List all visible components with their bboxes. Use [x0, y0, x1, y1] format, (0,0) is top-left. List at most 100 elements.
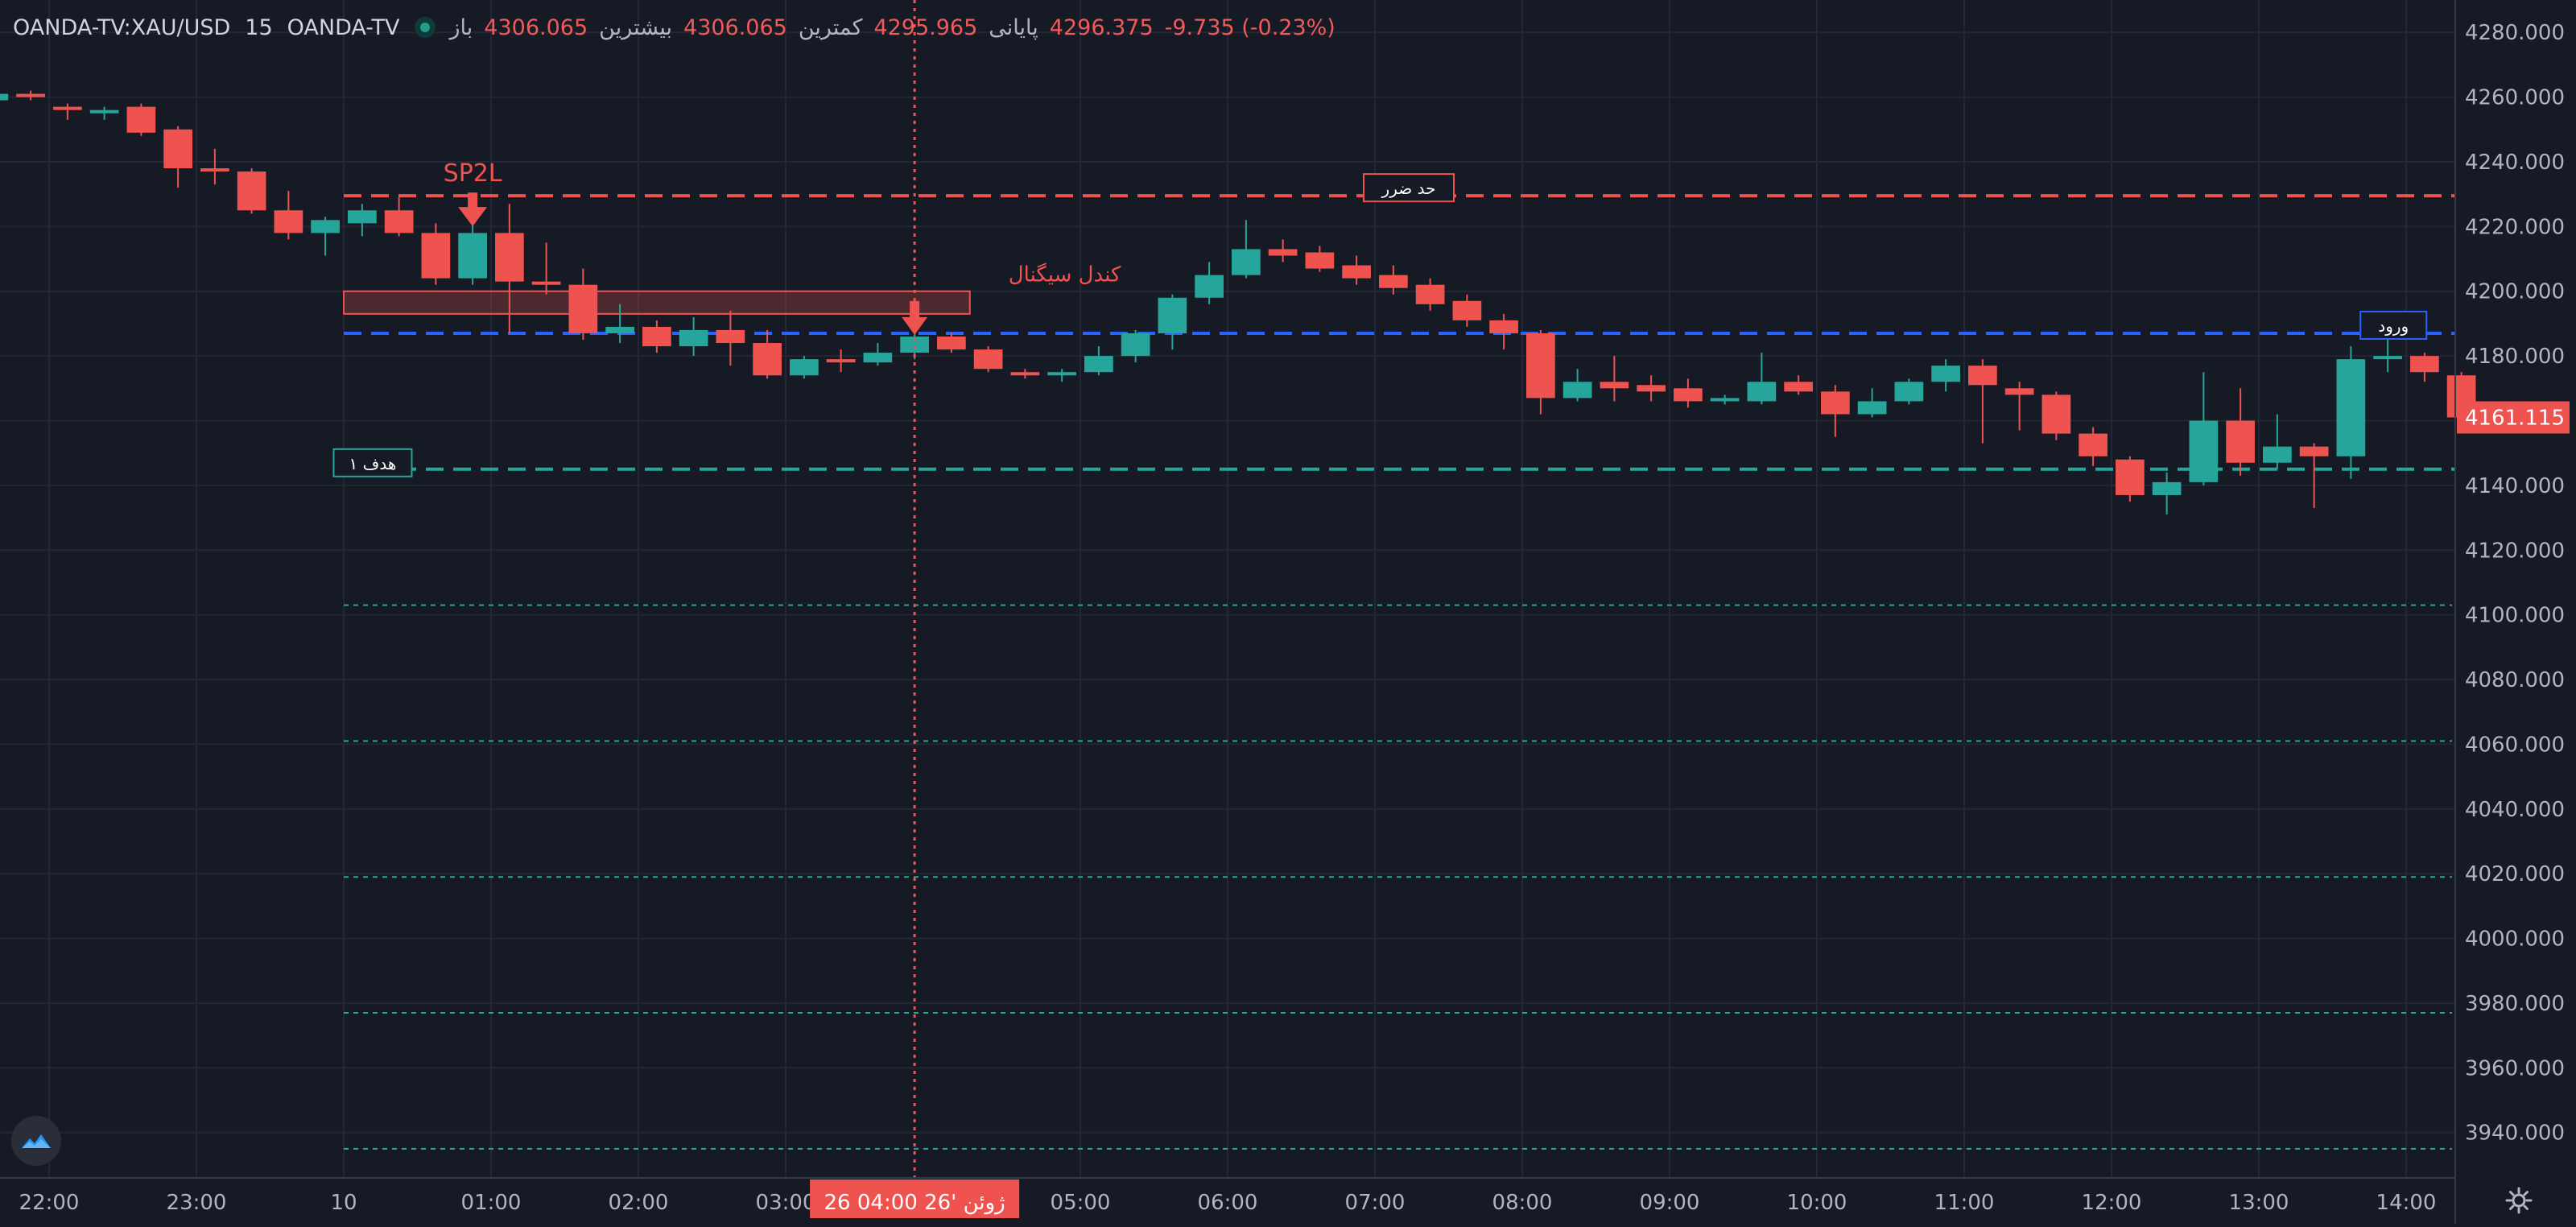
- candle: [2299, 443, 2329, 509]
- candle-body: [2004, 388, 2034, 395]
- time-tick-label: 01:00: [461, 1191, 522, 1215]
- interval-label[interactable]: 15: [245, 14, 273, 40]
- candle-body: [568, 284, 598, 333]
- entry-label: ورود: [2359, 310, 2428, 340]
- low-label: کمترین: [798, 14, 863, 40]
- time-tick-label: 08:00: [1492, 1191, 1553, 1215]
- candle: [790, 356, 819, 379]
- high-label: بیشترین: [599, 14, 673, 40]
- candle-body: [1931, 366, 1960, 382]
- time-tick-label: 11:00: [1934, 1191, 1995, 1215]
- time-tick-label: 02:00: [609, 1191, 669, 1215]
- candle-body: [1526, 333, 1555, 399]
- settings-gear-icon[interactable]: [2505, 1187, 2533, 1214]
- price-tick-label: 4080.000: [2465, 668, 2565, 692]
- candle-body: [1342, 265, 1371, 279]
- candle-body: [900, 337, 929, 353]
- candle: [1415, 278, 1445, 311]
- candle: [2041, 391, 2071, 440]
- candle: [1747, 353, 1777, 405]
- time-tick-label: 03:00: [756, 1191, 816, 1215]
- change-value: -9.735 (-0.23%): [1164, 14, 1335, 40]
- candle-body: [2263, 446, 2292, 463]
- candle: [1195, 262, 1224, 304]
- candle: [1305, 246, 1335, 272]
- candle: [384, 197, 414, 237]
- candle: [1600, 356, 1629, 402]
- price-tick-label: 4040.000: [2465, 798, 2565, 822]
- candle: [2004, 382, 2034, 431]
- candle-body: [2226, 420, 2255, 463]
- candle: [568, 268, 598, 341]
- price-tick-label: 4280.000: [2465, 21, 2565, 45]
- candle-body: [1084, 356, 1113, 373]
- time-tick-label: 06:00: [1198, 1191, 1258, 1215]
- candle: [126, 103, 156, 136]
- candle-body: [679, 329, 708, 347]
- candle: [1526, 329, 1555, 415]
- candle: [1968, 359, 1997, 444]
- market-status-icon[interactable]: [414, 17, 436, 38]
- high-value: 4306.065: [683, 14, 787, 40]
- last-price-text: 4161.115: [2465, 406, 2565, 430]
- candle-body: [421, 233, 451, 279]
- candle-body: [826, 359, 856, 363]
- candle: [1857, 388, 1887, 418]
- candle-body: [1857, 401, 1887, 415]
- candle-body: [126, 106, 156, 133]
- price-tick-label: 4200.000: [2465, 280, 2565, 304]
- candle: [642, 320, 671, 353]
- candle-body: [2299, 446, 2329, 457]
- symbol-name[interactable]: OANDA-TV:XAU/USD: [13, 14, 231, 40]
- price-tick-label: 4020.000: [2465, 862, 2565, 886]
- candle: [1158, 294, 1187, 350]
- candle-body: [0, 93, 9, 101]
- candle-body: [937, 337, 966, 350]
- candle: [311, 217, 340, 256]
- price-tick-label: 3940.000: [2465, 1122, 2565, 1146]
- signal-arrow-icon: [902, 316, 928, 335]
- candle: [1452, 294, 1482, 327]
- candle-body: [311, 220, 340, 233]
- candle: [1821, 385, 1850, 437]
- candle-body: [1121, 333, 1150, 357]
- candles: [0, 90, 2476, 515]
- candle: [679, 316, 708, 357]
- price-tick-label: 4260.000: [2465, 86, 2565, 110]
- candle: [421, 223, 451, 285]
- price-tick-label: 4100.000: [2465, 604, 2565, 628]
- price-tick-label: 4060.000: [2465, 733, 2565, 757]
- candle-body: [384, 210, 414, 233]
- source-name: OANDA-TV: [287, 14, 400, 40]
- price-tick-label: 3980.000: [2465, 992, 2565, 1016]
- price-tick-label: 4000.000: [2465, 927, 2565, 952]
- candle: [753, 329, 782, 379]
- candle-body: [1489, 320, 1518, 333]
- price-tick-label: 4180.000: [2465, 345, 2565, 369]
- grid-lines: [0, 0, 2455, 1178]
- signal-arrow-shaft: [910, 300, 920, 319]
- candle-body: [2116, 459, 2145, 495]
- candle-body: [1784, 382, 1813, 392]
- time-tick-label: 10:00: [1787, 1191, 1847, 1215]
- time-tick-label: 09:00: [1640, 1191, 1700, 1215]
- candle-body: [2079, 433, 2107, 457]
- candle: [2336, 346, 2366, 479]
- candle: [2410, 353, 2439, 382]
- candle-body: [348, 210, 377, 224]
- candle-body: [863, 353, 893, 363]
- candle-body: [1415, 284, 1445, 304]
- candle-body: [16, 93, 45, 97]
- candle: [1637, 375, 1666, 402]
- candle: [1489, 313, 1518, 350]
- tradingview-logo-icon[interactable]: [11, 1116, 61, 1166]
- candle: [53, 103, 82, 120]
- candle-body: [605, 326, 634, 333]
- candle-body: [1894, 382, 1924, 402]
- crosshair-time-text: 26 ژوئن '26 04:00: [824, 1191, 1005, 1215]
- candle: [1232, 220, 1261, 279]
- candle: [1047, 369, 1076, 382]
- candle: [1010, 369, 1040, 379]
